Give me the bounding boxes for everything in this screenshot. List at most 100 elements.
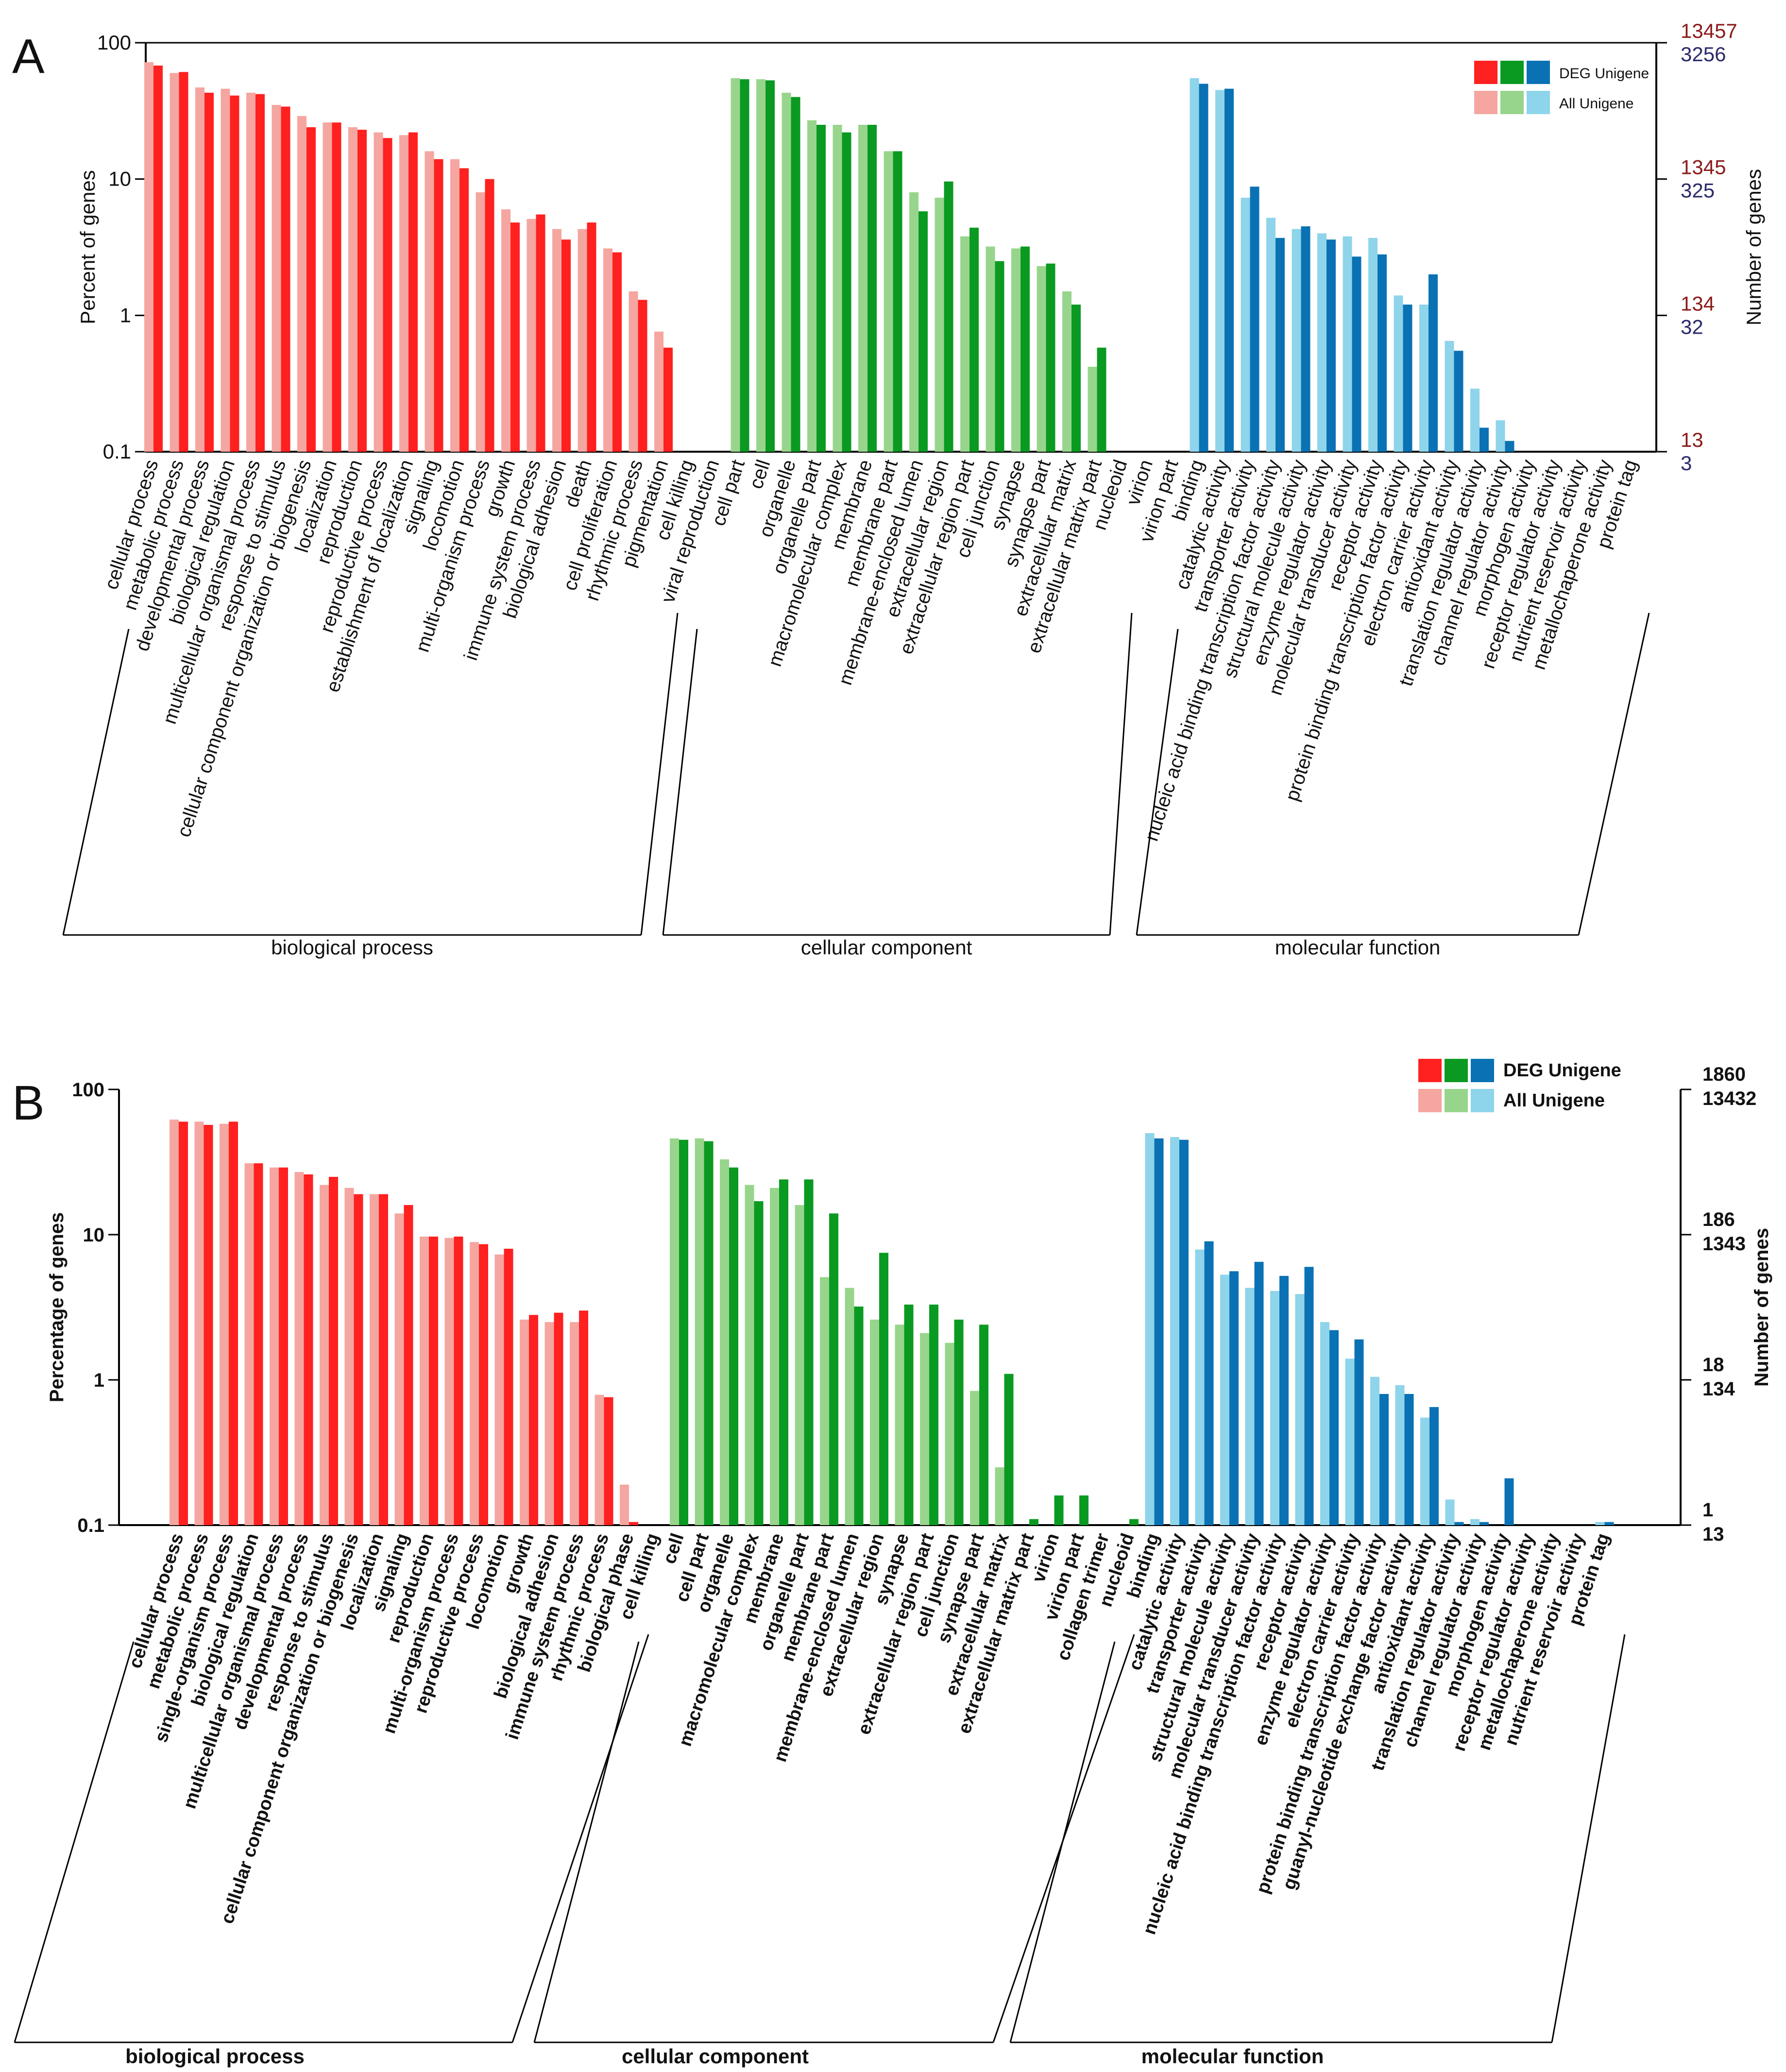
bar-all — [220, 1123, 229, 1525]
bar-all — [1345, 1359, 1355, 1525]
legend-swatch — [1500, 61, 1524, 84]
bar-all — [444, 1238, 454, 1525]
bar-deg — [1304, 1267, 1314, 1525]
bar-deg — [1378, 254, 1387, 452]
bar-all — [654, 331, 663, 452]
bar-all — [374, 132, 383, 452]
bar-all — [1292, 229, 1301, 452]
bar-deg — [379, 1194, 388, 1525]
bar-deg — [1301, 226, 1310, 452]
bar-all — [1088, 367, 1097, 452]
bar-deg — [579, 1310, 588, 1525]
panel-letter: A — [12, 29, 45, 84]
bar-deg — [1379, 1393, 1389, 1525]
bar-deg — [254, 1163, 263, 1525]
bar-all — [494, 1254, 504, 1525]
bar-all — [870, 1319, 879, 1525]
bar-all — [399, 135, 408, 452]
bar-all — [1420, 1417, 1429, 1525]
bracket-right-line — [1109, 612, 1133, 935]
bar-deg — [1429, 1407, 1439, 1525]
bar-deg — [383, 138, 392, 452]
bar-deg — [929, 1304, 938, 1525]
legend-swatch — [1445, 1059, 1468, 1082]
bar-deg — [679, 1139, 688, 1525]
bar-all — [1343, 236, 1352, 452]
bar-all — [1245, 1288, 1255, 1525]
bar-deg — [1204, 1241, 1214, 1525]
bracket-left-line — [662, 628, 698, 935]
bar-deg — [842, 132, 851, 452]
bar-deg — [504, 1248, 513, 1525]
bar-all — [520, 1319, 529, 1525]
bracket-left-line — [14, 1641, 135, 2043]
bar-all — [1370, 1376, 1379, 1525]
bar-deg — [1604, 1522, 1614, 1525]
right-tick-label-deg: 1860 — [1702, 1064, 1746, 1085]
bar-all — [1195, 1249, 1205, 1525]
bar-all — [323, 122, 332, 452]
bar-all — [420, 1236, 429, 1525]
bar-all — [527, 219, 536, 452]
bar-all — [795, 1205, 804, 1525]
bar-deg — [879, 1253, 888, 1525]
bar-deg — [1480, 1522, 1489, 1525]
y-axis-title: Percent of genes — [76, 170, 99, 324]
bar-deg — [729, 1167, 738, 1525]
bar-deg — [612, 252, 622, 452]
bar-all — [194, 1121, 204, 1525]
bar-all — [986, 246, 995, 452]
bar-all — [1445, 340, 1454, 452]
y-tick-label: 100 — [97, 31, 131, 54]
bar-deg — [454, 1236, 463, 1525]
legend-swatch — [1474, 61, 1497, 84]
legend-label: All Unigene — [1559, 96, 1633, 112]
bar-all — [1496, 420, 1505, 452]
legend-swatch — [1471, 1089, 1494, 1112]
bar-all — [603, 248, 612, 452]
bar-deg — [434, 159, 443, 452]
bracket-right-line — [1551, 1634, 1626, 2043]
bar-all — [501, 209, 510, 452]
right-tick-label-all: 1345 — [1681, 156, 1726, 179]
bar-deg — [1403, 305, 1412, 452]
bar-all — [720, 1159, 729, 1525]
bar-deg — [791, 97, 800, 452]
bar-deg — [204, 1124, 213, 1525]
bar-all — [348, 127, 357, 452]
bar-deg — [1329, 1330, 1339, 1525]
legend: DEG Unigene All Unigene — [1474, 61, 1649, 114]
bar-deg — [554, 1312, 563, 1525]
bar-deg — [1254, 1261, 1264, 1525]
bar-all — [170, 73, 179, 452]
bar-deg — [740, 79, 749, 452]
bar-all — [394, 1213, 404, 1525]
bar-all — [670, 1138, 679, 1525]
bar-deg — [153, 66, 163, 452]
legend-label: DEG Unigene — [1503, 1060, 1621, 1081]
bar-all — [320, 1185, 329, 1525]
bar-all — [470, 1242, 479, 1525]
bar-all — [620, 1484, 629, 1525]
bar-all — [1394, 295, 1403, 452]
bar-all — [1215, 90, 1225, 452]
bar-deg — [1199, 84, 1208, 452]
bar-deg — [829, 1213, 838, 1525]
bar-deg — [1097, 347, 1106, 452]
bar-deg — [779, 1179, 788, 1525]
bar-all — [770, 1188, 779, 1525]
bar-deg — [867, 124, 877, 452]
y-tick-label: 0.1 — [103, 440, 131, 463]
bar-all — [807, 120, 816, 452]
bar-all — [370, 1194, 379, 1525]
right-tick-label-all: 13 — [1702, 1524, 1724, 1545]
bar-all — [552, 229, 561, 452]
bar-deg — [854, 1306, 864, 1525]
bracket-left-line — [1009, 1641, 1116, 2043]
bar-deg — [979, 1325, 988, 1525]
bar-all — [578, 229, 587, 452]
bar-deg — [1029, 1519, 1038, 1525]
bar-deg — [704, 1141, 714, 1525]
